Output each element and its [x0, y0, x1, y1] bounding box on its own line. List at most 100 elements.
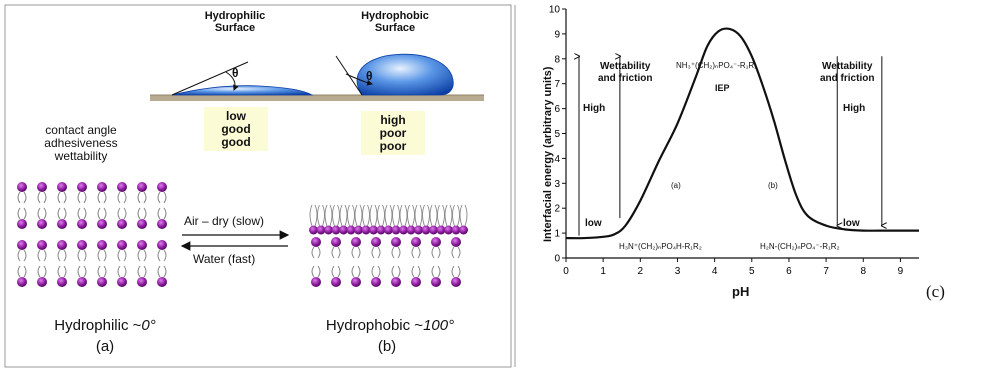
lipid-tail	[117, 207, 127, 220]
lipid-tail	[77, 249, 87, 262]
lipid-tail	[431, 246, 441, 259]
lipid-headgroup	[429, 225, 438, 235]
lipid-headgroup	[339, 225, 348, 235]
lipid-headgroup	[77, 219, 87, 229]
lipid-tail	[331, 246, 341, 259]
lipid-headgroup	[137, 219, 147, 229]
x-axis-label: pH	[732, 284, 750, 299]
lipid-tail	[399, 204, 408, 227]
y-tick-label: 4	[554, 154, 560, 165]
lipid-headgroup	[451, 237, 461, 247]
lipid-tail	[137, 191, 147, 204]
y-tick-label: 10	[549, 5, 561, 16]
y-tick-label: 7	[554, 79, 560, 90]
lipid-headgroup	[451, 225, 461, 235]
lipid-headgroup	[371, 237, 381, 247]
lipid-headgroup	[57, 240, 67, 250]
annotation-low-right: low	[843, 218, 860, 229]
lipid-tail	[137, 249, 147, 262]
angle-arc-right	[345, 73, 373, 86]
lipid-headgroup	[399, 225, 408, 235]
y-tick-label: 1	[554, 229, 560, 240]
caption-hydrophobic: Hydrophobic ~100°	[325, 317, 455, 334]
lipid-tail	[414, 204, 423, 227]
lipid-headgroup	[137, 182, 147, 192]
x-tick-label: 7	[823, 266, 829, 277]
lipid-headgroup	[17, 240, 27, 250]
lipid-headgroup	[117, 182, 127, 192]
annotation-species-right: H₂N-(CH₂)ₙPO₄⁻-R₁R₂	[760, 242, 840, 251]
lipid-headgroup	[77, 182, 87, 192]
x-tick-label: 2	[638, 266, 644, 277]
hydrophilic-values-box: low good good	[204, 107, 268, 151]
lipid-tail	[157, 191, 167, 204]
lipid-headgroup	[436, 225, 446, 235]
lipid-headgroup	[311, 277, 321, 287]
lipid-headgroup	[406, 225, 416, 235]
lipid-tail	[351, 265, 361, 278]
lipid-tail	[392, 204, 400, 227]
lipid-tail	[411, 265, 421, 278]
lipid-headgroup	[361, 225, 371, 235]
x-tick-label: 9	[898, 266, 904, 277]
x-tick-label: 4	[712, 266, 718, 277]
lipid-tail	[17, 207, 27, 220]
lipid-tail	[444, 204, 453, 227]
lipid-headgroup	[431, 237, 441, 247]
lipid-tail	[411, 246, 421, 259]
lipid-tail	[452, 204, 460, 227]
lipid-headgroup	[17, 182, 27, 192]
lipid-tail	[347, 204, 355, 227]
hydrophobic-surface-title: Hydrophobic Surface	[361, 10, 429, 34]
lipid-headgroup	[137, 277, 147, 287]
lipid-headgroup	[17, 277, 27, 287]
lipid-headgroup	[411, 237, 421, 247]
x-tick-label: 3	[675, 266, 681, 277]
lipid-tail	[137, 265, 147, 278]
angle-arc-left	[225, 71, 239, 91]
y-tick-label: 6	[554, 104, 560, 115]
lipid-headgroup	[331, 237, 341, 247]
lipid-tail	[77, 207, 87, 220]
theta-right: θ	[366, 69, 373, 83]
lipid-tail	[384, 204, 393, 227]
annotation-right-heading: Wettability and friction	[820, 61, 875, 84]
lipid-tail	[377, 204, 385, 227]
lipid-tail	[391, 265, 401, 278]
lipid-tail	[324, 204, 333, 227]
lipid-headgroup	[117, 219, 127, 229]
property-list: contact angle adhesiveness wettability	[44, 123, 118, 163]
lipid-tail	[371, 246, 381, 259]
lipid-tail	[77, 265, 87, 278]
lipid-headgroup	[57, 277, 67, 287]
lipid-headgroup	[311, 237, 321, 247]
lipid-tail	[57, 191, 67, 204]
lipid-tail	[354, 204, 363, 227]
lipid-headgroup	[97, 219, 107, 229]
lipid-tail	[17, 249, 27, 262]
x-tick-label: 8	[860, 266, 866, 277]
annotation-high-right: High	[843, 103, 866, 114]
lipid-tail	[459, 204, 468, 227]
lipid-headgroup	[57, 182, 67, 192]
lipid-headgroup	[157, 219, 167, 229]
lipid-tail	[391, 246, 401, 259]
lipid-tail	[117, 249, 127, 262]
lipid-headgroup	[414, 225, 423, 235]
lipid-tail	[17, 191, 27, 204]
lipid-headgroup	[37, 277, 47, 287]
lipid-headgroup	[117, 277, 127, 287]
lipid-tail	[157, 207, 167, 220]
lipid-headgroup	[97, 240, 107, 250]
lipid-tail	[37, 191, 47, 204]
bilayer-hydrophilic	[17, 182, 167, 287]
lipid-tail	[157, 265, 167, 278]
contact-angle-line-left	[171, 61, 249, 96]
caption-letter-b: (b)	[377, 338, 397, 355]
y-axis-label: Interfacial energy (arbitrary units)	[542, 66, 554, 242]
x-tick-label: 1	[600, 266, 606, 277]
y-tick-label: 0	[554, 254, 560, 265]
lipid-headgroup	[324, 225, 333, 235]
caption-hydrophilic: Hydrophilic ~0°	[54, 317, 156, 334]
